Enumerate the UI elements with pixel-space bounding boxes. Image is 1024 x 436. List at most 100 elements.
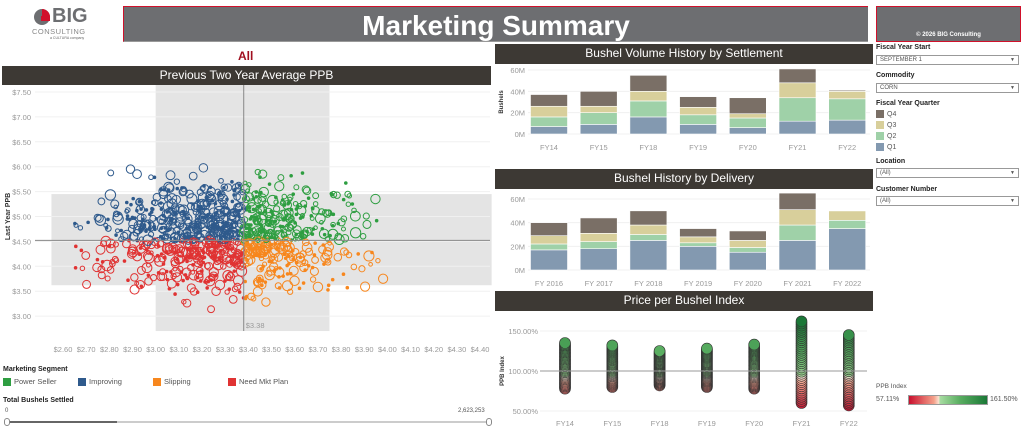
location-select[interactable]: (All) ▼: [876, 168, 1019, 178]
scatter-point: [210, 214, 214, 219]
ppb-index-chart[interactable]: 150.00% 100.00% 50.00% PPB Index FY14 FY15 FY1…: [495, 311, 873, 436]
scatter-point: [184, 211, 190, 216]
scatter-point: [147, 221, 152, 225]
scatter-point: [149, 210, 154, 214]
scatter-point: [224, 243, 232, 251]
bushels-slider[interactable]: [4, 418, 492, 426]
scatter-point: [175, 186, 180, 191]
bar-segment-q2: [679, 114, 717, 125]
fiscal-year-start-select[interactable]: SEPTEMBER 1 ▼: [876, 55, 1019, 65]
scatter-point: [224, 256, 232, 264]
slider-handle-min[interactable]: [4, 418, 10, 426]
customer-value: (All): [880, 198, 891, 204]
scatter-point: [248, 226, 252, 231]
scatter-point: [368, 261, 373, 267]
x-tick-label: $4.30: [447, 345, 466, 354]
segment-legend-item[interactable]: Improving: [78, 377, 122, 387]
scatter-point: [228, 294, 238, 304]
scatter-point: [281, 280, 294, 292]
scatter-point: [158, 201, 165, 208]
customer-select[interactable]: (All) ▼: [876, 196, 1019, 206]
settlement-bar-chart[interactable]: 60M 40M 20M 0M Bushels FY14 FY15 FY18 FY19 FY20 FY…: [495, 64, 873, 156]
copyright-banner: © 2026 BIG Consulting: [876, 6, 1021, 42]
scatter-point: [155, 253, 160, 258]
scatter-point: [210, 198, 215, 203]
scatter-point: [244, 248, 253, 257]
legend-label: Improving: [89, 377, 122, 386]
scatter-point: [266, 194, 279, 207]
bar-segment-q4: [778, 68, 817, 84]
scatter-point: [199, 263, 203, 267]
bar-segment-q3: [828, 210, 867, 221]
scatter-point: [120, 231, 129, 241]
scatter-point: [156, 272, 166, 282]
scatter-point: [345, 285, 350, 290]
scatter-point: [286, 194, 294, 201]
scatter-point: [141, 217, 145, 222]
scatter-point: [294, 207, 299, 211]
scatter-point: [280, 229, 284, 233]
y-tick-label: $7.00: [12, 113, 31, 122]
scatter-point: [135, 208, 139, 213]
x-tick-label: FY 2019: [684, 279, 712, 287]
scatter-point: [222, 185, 226, 190]
quarter-legend-item[interactable]: Q2: [876, 132, 976, 143]
scatter-point: [244, 241, 249, 246]
scatter-point: [252, 277, 263, 288]
bar-segment-q1: [679, 246, 717, 271]
x-tick-label: FY 2016: [535, 279, 563, 287]
slider-handle-max[interactable]: [486, 418, 492, 426]
segment-legend-item[interactable]: Power Seller: [3, 377, 57, 387]
scatter-point: [360, 281, 371, 292]
x-tick-label: $2.80: [100, 345, 119, 354]
legend-label: Slipping: [164, 377, 191, 386]
scatter-point: [235, 265, 248, 277]
scatter-point: [293, 184, 300, 191]
scatter-point: [250, 295, 257, 302]
scatter-point: [189, 246, 200, 257]
scatter-point: [207, 273, 216, 282]
segment-legend-item[interactable]: Need Mkt Plan: [228, 377, 288, 387]
bar-segment-q4: [530, 94, 568, 107]
scatter-point: [256, 234, 262, 240]
scatter-point: [107, 243, 112, 248]
scatter-point: [181, 278, 185, 283]
y-tick-label: $4.50: [12, 237, 31, 246]
bar-segment-q1: [778, 240, 817, 271]
y-tick-label: $5.00: [12, 213, 31, 222]
scatter-point: [340, 215, 348, 223]
scatter-point: [126, 278, 130, 282]
x-tick-label: FY22: [840, 419, 858, 428]
scatter-point: [291, 192, 296, 196]
scatter-point: [287, 288, 294, 295]
scatter-point: [229, 227, 239, 237]
scatter-point: [289, 207, 294, 212]
bar-segment-q3: [729, 113, 767, 119]
ppb-legend-min: 57.11%: [876, 396, 900, 403]
quarter-legend-item[interactable]: Q4: [876, 110, 976, 121]
bar-segment-q4: [729, 230, 767, 241]
scatter-point: [310, 232, 315, 236]
scatter-point: [350, 263, 358, 271]
scatter-point: [95, 257, 100, 262]
scatter-point: [322, 232, 327, 237]
quarter-legend-item[interactable]: Q3: [876, 121, 976, 132]
scatter-plot[interactable]: $7.50 $7.00 $6.50 $6.00 $5.50 $5.00 $4.50 $4.00…: [0, 85, 495, 357]
scatter-point: [169, 270, 173, 274]
scatter-point: [137, 199, 142, 204]
scatter-point: [290, 248, 295, 253]
scatter-point: [284, 223, 294, 232]
scatter-point: [215, 213, 221, 219]
bar-segment-q2: [778, 97, 817, 122]
scatter-point: [362, 212, 370, 220]
segment-legend-item[interactable]: Slipping: [153, 377, 191, 387]
scatter-point: [170, 258, 180, 269]
quarter-legend-item[interactable]: Q1: [876, 143, 976, 154]
ppb-legend-title: PPB Index: [876, 383, 907, 390]
scatter-point: [269, 209, 274, 214]
x-tick-label: FY 2021: [783, 279, 811, 287]
scatter-point: [138, 240, 146, 248]
scatter-point: [186, 283, 196, 293]
commodity-select[interactable]: CORN ▼: [876, 83, 1019, 93]
delivery-bar-chart[interactable]: 60M 40M 20M 0M FY 2016 FY 2017 FY 2018 FY 2019 F…: [495, 189, 873, 287]
